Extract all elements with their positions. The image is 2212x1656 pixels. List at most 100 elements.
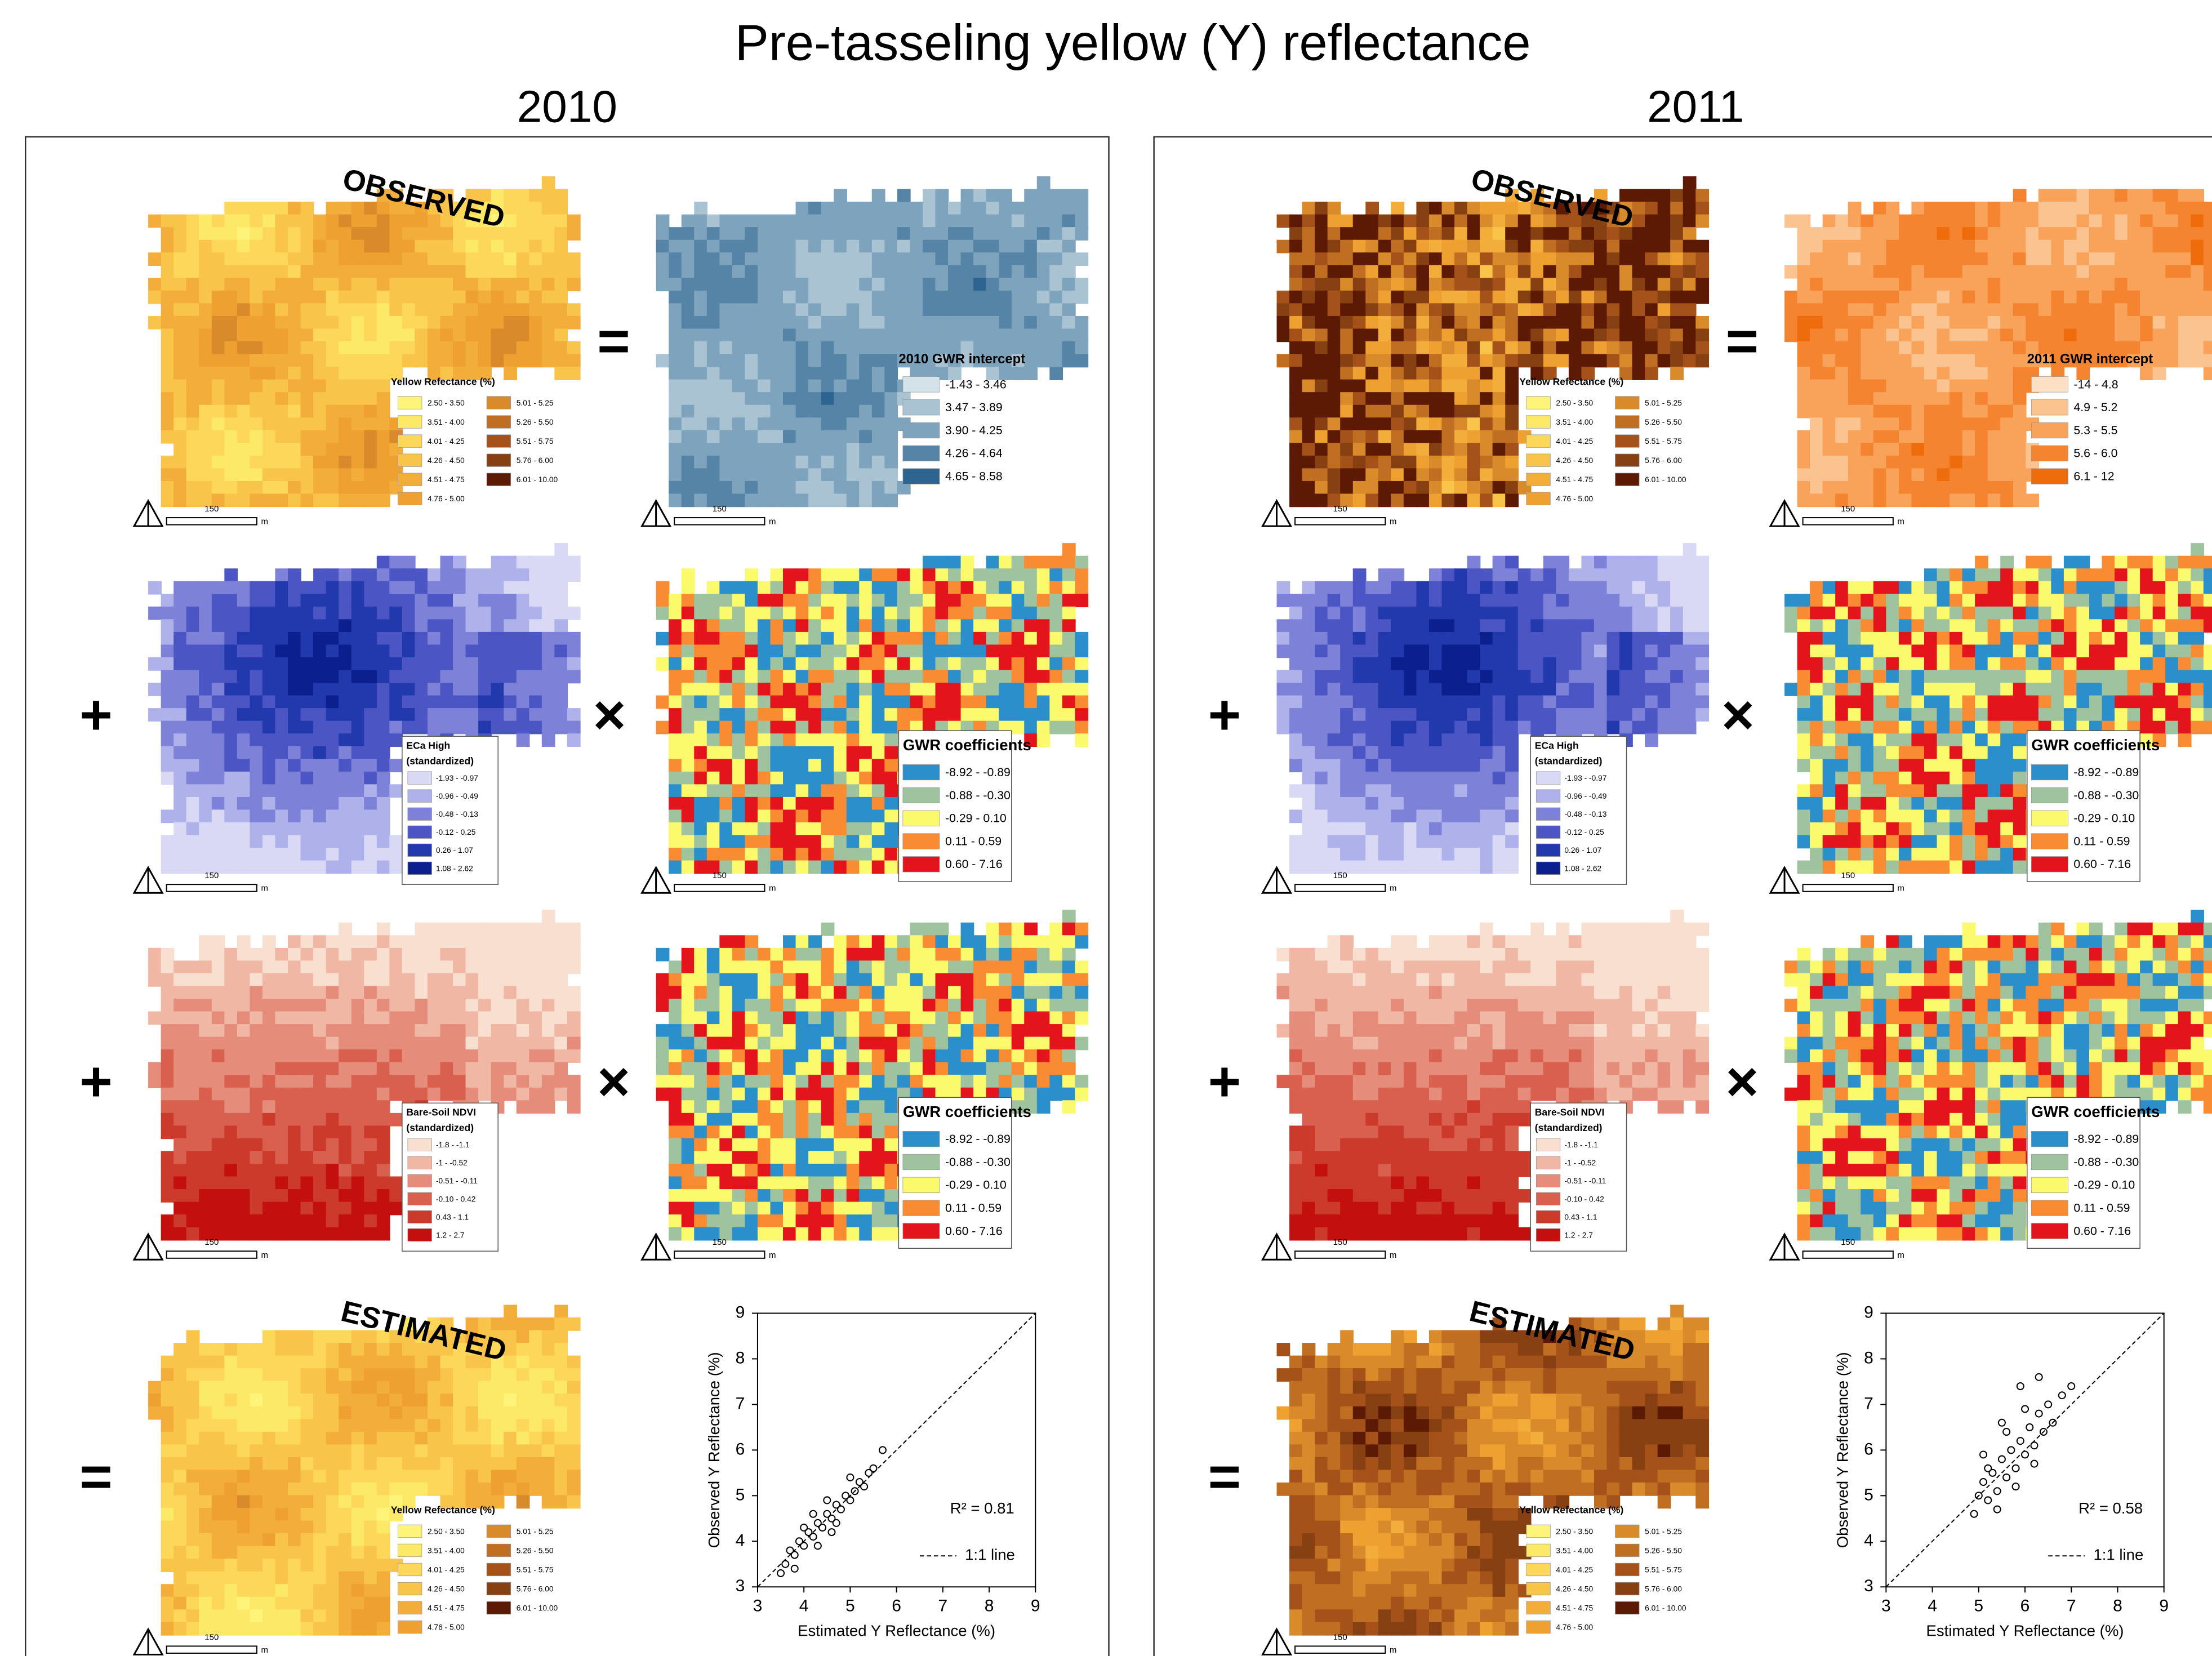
map-cell bbox=[554, 1305, 568, 1318]
map-cell bbox=[872, 1037, 885, 1050]
map-cell bbox=[745, 960, 758, 974]
map-cell bbox=[161, 772, 175, 785]
map-cell bbox=[821, 1037, 835, 1050]
map-cell bbox=[1683, 291, 1697, 304]
map-cell bbox=[326, 733, 340, 747]
map-cell bbox=[567, 960, 581, 974]
map-cell bbox=[1391, 240, 1404, 253]
legend-swatch bbox=[408, 1174, 432, 1187]
map-cell bbox=[783, 354, 796, 368]
map-cell bbox=[1024, 935, 1038, 949]
map-cell bbox=[872, 1202, 885, 1216]
map-cell bbox=[313, 670, 327, 684]
map-cell bbox=[669, 493, 682, 507]
map-cell bbox=[758, 405, 771, 419]
map-cell bbox=[339, 861, 352, 874]
map-cell bbox=[732, 746, 746, 760]
map-cell bbox=[758, 999, 771, 1012]
map-cell bbox=[529, 556, 542, 569]
map-cell bbox=[364, 1521, 377, 1534]
map-cell bbox=[694, 1037, 707, 1050]
map-cell bbox=[1658, 291, 1671, 304]
map-cell bbox=[948, 328, 962, 342]
map-cell bbox=[542, 708, 555, 722]
map-cell bbox=[415, 696, 428, 709]
map-cell bbox=[212, 759, 225, 772]
map-cell bbox=[884, 1049, 898, 1063]
map-cell bbox=[923, 227, 936, 241]
map-cell bbox=[491, 644, 505, 658]
map-cell bbox=[758, 240, 771, 253]
map-cell bbox=[339, 733, 352, 747]
map-cell bbox=[554, 316, 568, 330]
map-cell bbox=[732, 759, 746, 772]
map-cell bbox=[161, 1495, 175, 1509]
map-cell bbox=[745, 481, 758, 495]
map-cell bbox=[1340, 215, 1354, 228]
map-cell bbox=[351, 468, 365, 482]
map-cell bbox=[935, 923, 949, 936]
map-cell bbox=[847, 1075, 860, 1088]
map-cell bbox=[364, 1419, 377, 1432]
map-cell bbox=[808, 644, 822, 658]
map-cell bbox=[719, 973, 733, 987]
map-cell bbox=[301, 784, 314, 798]
map-cell bbox=[1012, 632, 1025, 646]
map-cell bbox=[542, 215, 555, 228]
map-cell bbox=[669, 1214, 682, 1228]
map-cell bbox=[529, 696, 542, 709]
map-cell bbox=[377, 1037, 390, 1050]
map-cell bbox=[250, 278, 263, 291]
map-cell bbox=[288, 683, 301, 696]
map-cell bbox=[351, 835, 365, 849]
map-cell bbox=[173, 835, 187, 849]
map-cell bbox=[288, 1100, 301, 1114]
map-cell bbox=[453, 581, 466, 595]
map-cell bbox=[389, 1483, 403, 1496]
map-cell bbox=[745, 948, 758, 961]
map-cell bbox=[669, 1138, 682, 1152]
map-cell bbox=[758, 986, 771, 999]
map-cell bbox=[186, 797, 200, 811]
map-cell bbox=[694, 1012, 707, 1025]
map-cell bbox=[288, 392, 301, 406]
map-cell bbox=[440, 923, 453, 936]
map-cell bbox=[847, 935, 860, 949]
map-cell bbox=[1480, 303, 1493, 317]
map-cell bbox=[275, 848, 288, 861]
map-cell bbox=[186, 240, 200, 253]
map-cell bbox=[364, 316, 377, 330]
map-cell bbox=[224, 1164, 238, 1177]
map-cell bbox=[745, 568, 758, 582]
map-cell bbox=[326, 986, 340, 999]
map-cell bbox=[694, 1227, 707, 1241]
map-cell bbox=[186, 1049, 200, 1063]
map-cell bbox=[415, 240, 428, 253]
map-cell bbox=[948, 632, 962, 646]
map-cell bbox=[770, 341, 784, 355]
map-cell bbox=[339, 341, 352, 355]
map-cell bbox=[428, 696, 441, 709]
map-cell bbox=[707, 772, 720, 785]
legend-swatch bbox=[903, 446, 940, 461]
map-cell bbox=[796, 683, 809, 696]
map-cell bbox=[237, 1075, 251, 1088]
legend-swatch bbox=[398, 454, 422, 467]
map bbox=[656, 910, 1089, 1240]
map-cell bbox=[186, 1533, 200, 1547]
map-cell bbox=[186, 328, 200, 342]
map-cell bbox=[973, 657, 987, 671]
map-cell bbox=[694, 380, 707, 393]
map-cell bbox=[682, 721, 695, 734]
map-cell bbox=[339, 291, 352, 304]
map-cell bbox=[682, 822, 695, 836]
map-cell bbox=[872, 392, 885, 406]
map-cell bbox=[719, 683, 733, 696]
map-cell bbox=[897, 999, 911, 1012]
map-cell bbox=[402, 265, 416, 279]
map-cell bbox=[212, 1533, 225, 1547]
map-cell bbox=[1594, 291, 1608, 304]
map-cell bbox=[745, 861, 758, 874]
map-cell bbox=[783, 619, 796, 633]
map-cell bbox=[1442, 227, 1456, 241]
